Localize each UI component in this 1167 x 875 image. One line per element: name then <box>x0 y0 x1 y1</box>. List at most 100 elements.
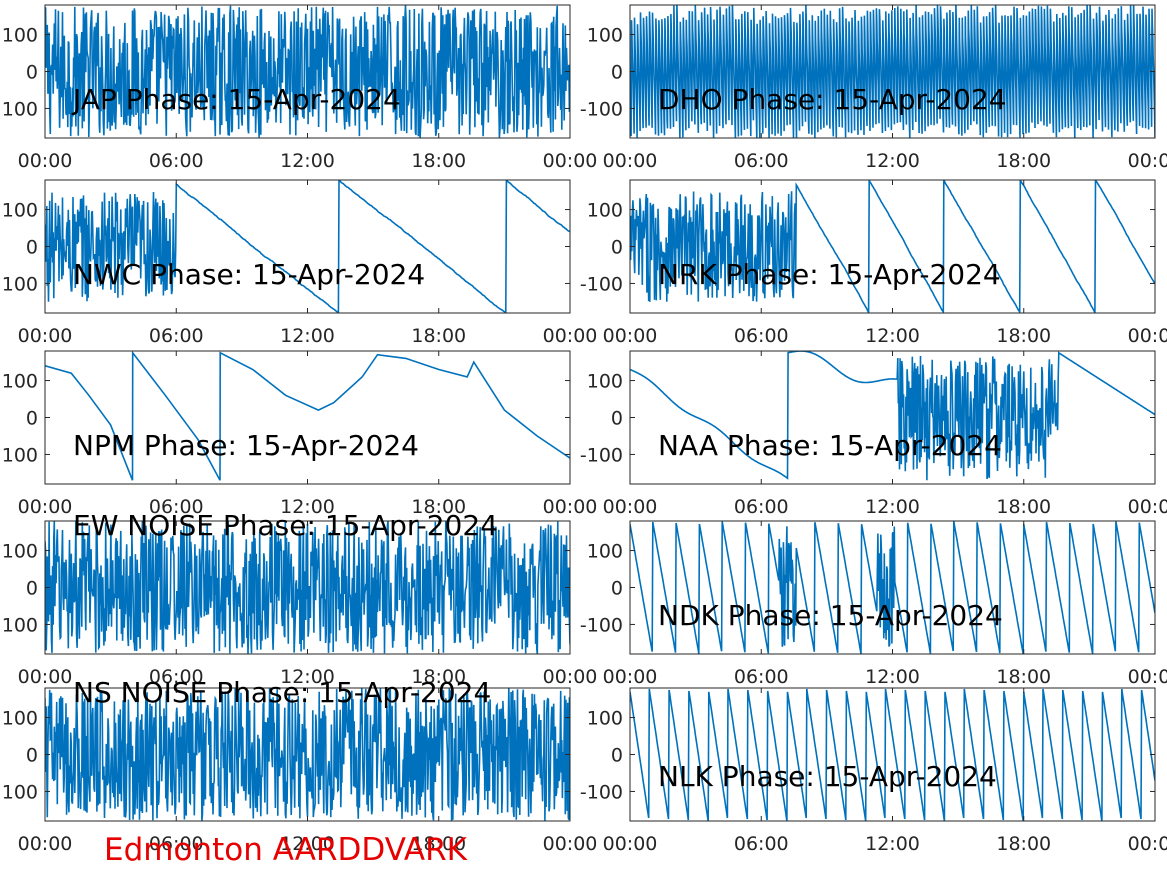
xtick-label-7-0: 00:00 <box>603 666 658 688</box>
xtick-label-2-3: 18:00 <box>411 325 466 347</box>
ytick-label-8-2: 100 <box>2 781 38 803</box>
xtick-label-1-2: 12:00 <box>865 150 920 172</box>
phase-panel-0: 100 0 100 00:00 06:00 12:00 18:00 00:00 JAP Phas… <box>2 4 598 172</box>
ytick-label-3-0: 100 <box>587 200 623 222</box>
xtick-label-9-1: 06:00 <box>734 833 789 855</box>
xtick-label-0-2: 12:00 <box>280 150 335 172</box>
xtick-label-7-4: 00:00 <box>1128 666 1167 688</box>
ytick-label-5-0: 100 <box>587 371 623 393</box>
xtick-label-2-1: 06:00 <box>149 325 204 347</box>
ytick-label-4-2: 100 <box>2 444 38 466</box>
xtick-label-5-3: 18:00 <box>996 496 1051 518</box>
phase-panel-5: 100 0 -100 00:00 06:00 12:00 18:00 00:00 NAA Pha… <box>580 350 1167 518</box>
ytick-label-5-1: 0 <box>611 408 623 430</box>
ytick-label-4-1: 0 <box>26 408 38 430</box>
ytick-label-4-0: 100 <box>2 371 38 393</box>
xtick-label-5-0: 00:00 <box>603 496 658 518</box>
xtick-label-4-3: 18:00 <box>411 496 466 518</box>
ytick-label-9-1: 0 <box>611 745 623 767</box>
phase-panel-1: 100 0 -100 00:00 06:00 12:00 18:00 00:00 DHO Pha… <box>580 4 1167 172</box>
axes-box-4 <box>44 350 571 485</box>
xtick-label-5-2: 12:00 <box>865 496 920 518</box>
xtick-label-7-2: 12:00 <box>865 666 920 688</box>
phase-panel-2: 100 0 100 00:00 06:00 12:00 18:00 00:00 NWC Phas… <box>2 179 597 347</box>
series-line-5 <box>630 351 1155 481</box>
phase-panel-9: 100 0 -100 00:00 06:00 12:00 18:00 00:00 NLK Pha… <box>580 687 1167 855</box>
xtick-label-6-2: 12:00 <box>280 666 335 688</box>
xtick-label-3-3: 18:00 <box>996 325 1051 347</box>
xtick-label-9-0: 00:00 <box>603 833 658 855</box>
ytick-label-9-0: 100 <box>587 708 623 730</box>
series-line-1 <box>630 5 1155 138</box>
phase-panel-8: 100 0 100 00:00 06:00 12:00 18:00 00:00 NS NOISE… <box>2 676 598 855</box>
phase-panel-3: 100 0 -100 00:00 06:00 12:00 18:00 00:00 NRK Pha… <box>580 179 1167 347</box>
ytick-label-3-1: 0 <box>611 237 623 259</box>
xtick-label-8-3: 18:00 <box>411 833 466 855</box>
xtick-label-9-3: 18:00 <box>996 833 1051 855</box>
panel-title-1: DHO Phase: 15-Apr-2024 <box>658 83 1007 116</box>
xtick-label-3-1: 06:00 <box>734 325 789 347</box>
ytick-label-0-0: 100 <box>2 25 38 47</box>
series-line-3 <box>630 180 1155 313</box>
xtick-label-3-4: 00:00 <box>1128 325 1167 347</box>
ytick-label-9-2: -100 <box>580 781 623 803</box>
xtick-label-6-0: 00:00 <box>18 666 73 688</box>
xtick-label-4-2: 12:00 <box>280 496 335 518</box>
ytick-label-3-2: -100 <box>580 273 623 295</box>
xtick-label-9-2: 12:00 <box>865 833 920 855</box>
xtick-label-0-4: 00:00 <box>543 150 598 172</box>
panel-title-6: EW NOISE Phase: 15-Apr-2024 <box>73 509 498 542</box>
panel-title-8: NS NOISE Phase: 15-Apr-2024 <box>73 676 491 709</box>
phase-panel-6: 100 0 100 00:00 06:00 12:00 18:00 00:00 EW NOISE… <box>2 509 598 688</box>
series-line-9 <box>630 688 1155 821</box>
xtick-label-6-4: 00:00 <box>543 666 598 688</box>
ytick-label-1-1: 0 <box>611 62 623 84</box>
panel-title-2: NWC Phase: 15-Apr-2024 <box>73 258 425 291</box>
xtick-label-8-2: 12:00 <box>280 833 335 855</box>
panel-title-0: JAP Phase: 15-Apr-2024 <box>71 83 401 116</box>
xtick-label-4-4: 00:00 <box>543 496 598 518</box>
ytick-label-5-2: -100 <box>580 444 623 466</box>
xtick-label-8-4: 00:00 <box>543 833 598 855</box>
ytick-label-0-2: 100 <box>2 98 38 120</box>
xtick-label-3-0: 00:00 <box>603 325 658 347</box>
xtick-label-1-1: 06:00 <box>734 150 789 172</box>
xtick-label-5-1: 06:00 <box>734 496 789 518</box>
xtick-label-6-1: 06:00 <box>149 666 204 688</box>
panel-title-5: NAA Phase: 15-Apr-2024 <box>658 429 1002 462</box>
xtick-label-7-1: 06:00 <box>734 666 789 688</box>
panel-title-9: NLK Phase: 15-Apr-2024 <box>658 760 997 793</box>
ytick-label-2-1: 0 <box>26 237 38 259</box>
ytick-label-6-0: 100 <box>2 541 38 563</box>
xtick-label-4-1: 06:00 <box>149 496 204 518</box>
ytick-label-1-2: -100 <box>580 98 623 120</box>
series-line-0 <box>45 5 570 138</box>
ytick-label-8-1: 0 <box>26 745 38 767</box>
station-label: Edmonton AARDDVARK <box>104 832 468 868</box>
axes-box-5 <box>629 350 1156 485</box>
xtick-label-0-1: 06:00 <box>149 150 204 172</box>
panel-title-3: NRK Phase: 15-Apr-2024 <box>658 258 1001 291</box>
xtick-label-9-4: 00:00 <box>1128 833 1167 855</box>
series-line-7 <box>630 521 1155 654</box>
series-line-2 <box>45 180 570 313</box>
xtick-label-7-3: 18:00 <box>996 666 1051 688</box>
phase-panel-7: 100 0 -100 00:00 06:00 12:00 18:00 00:00 NDK Pha… <box>580 520 1167 688</box>
ytick-label-6-1: 0 <box>26 578 38 600</box>
xtick-label-0-0: 00:00 <box>18 150 73 172</box>
xtick-label-1-4: 00:00 <box>1128 150 1167 172</box>
ytick-label-8-0: 100 <box>2 708 38 730</box>
xtick-label-1-0: 00:00 <box>603 150 658 172</box>
xtick-label-5-4: 00:00 <box>1128 496 1167 518</box>
panel-title-4: NPM Phase: 15-Apr-2024 <box>73 429 419 462</box>
phase-panel-4: 100 0 100 00:00 06:00 12:00 18:00 00:00 NPM Phas… <box>2 350 598 518</box>
xtick-label-0-3: 18:00 <box>411 150 466 172</box>
xtick-label-4-0: 00:00 <box>18 496 73 518</box>
ytick-label-7-0: 100 <box>587 541 623 563</box>
xtick-label-8-1: 06:00 <box>149 833 204 855</box>
xtick-label-2-2: 12:00 <box>280 325 335 347</box>
xtick-label-1-3: 18:00 <box>996 150 1051 172</box>
xtick-label-6-3: 18:00 <box>411 666 466 688</box>
ytick-label-1-0: 100 <box>587 25 623 47</box>
